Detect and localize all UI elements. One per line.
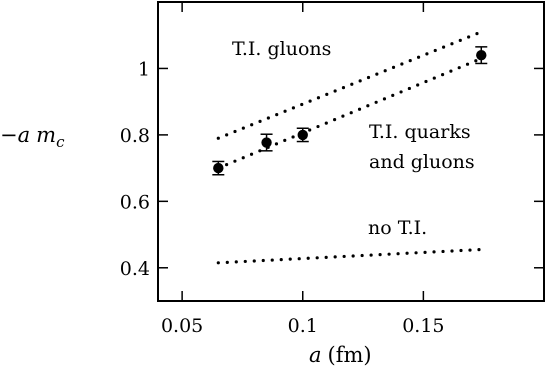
data-point [213, 162, 224, 174]
data-point [476, 49, 487, 61]
annotation-ti-quarks: T.I. quarks [369, 121, 471, 143]
series-dotted-line [216, 56, 483, 170]
data-point [297, 129, 308, 141]
annotation-no-ti: no T.I. [368, 217, 427, 239]
annotation-ti-gluons: T.I. gluons [232, 38, 331, 60]
x-axis-label: a (fm) [309, 343, 372, 367]
axis-ticks [158, 2, 544, 301]
y-tick-label: 0.6 [120, 191, 150, 213]
series-lines [216, 30, 483, 265]
plot-frame [157, 1, 545, 302]
x-axis-label-a: a [309, 343, 322, 367]
tick-labels: 0.05 0.1 0.15 0.4 0.6 0.8 1 [120, 58, 445, 337]
x-tick-label: 0.1 [288, 315, 318, 337]
y-tick-label: 0.8 [120, 125, 150, 147]
y-axis-label-minus: − [0, 123, 18, 147]
annotation-and-gluons: and gluons [369, 151, 475, 173]
y-axis-label-a: a [18, 123, 31, 147]
data-point [261, 137, 272, 148]
y-tick-label: 0.4 [120, 258, 150, 280]
y-axis-label-m: m [36, 123, 56, 147]
series-dotted-line [216, 247, 483, 265]
data-points [212, 46, 488, 176]
x-tick-label: 0.05 [161, 315, 203, 337]
x-tick-label: 0.15 [402, 315, 444, 337]
x-axis-label-unit: (fm) [328, 343, 372, 367]
y-tick-label: 1 [138, 58, 150, 80]
y-axis-label-c: c [56, 133, 65, 151]
y-axis-label: −a mc [0, 123, 65, 151]
